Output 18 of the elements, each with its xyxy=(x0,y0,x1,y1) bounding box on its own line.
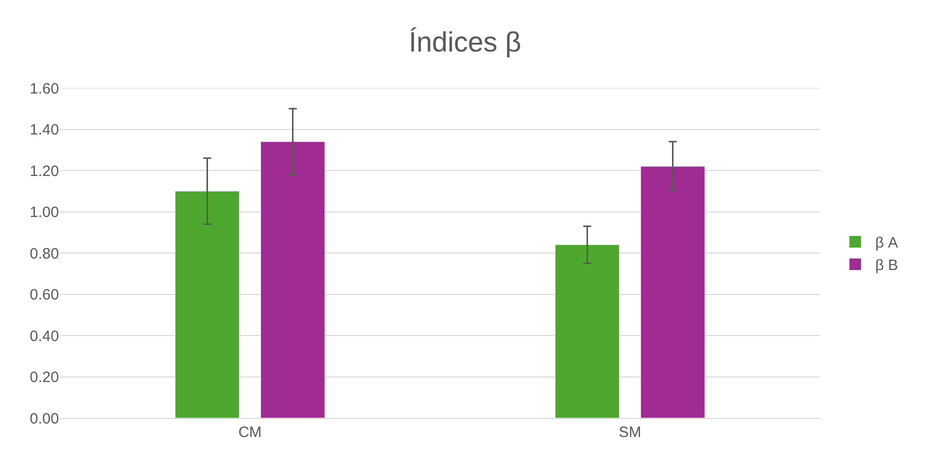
y-tick-label: 1.00 xyxy=(30,204,59,221)
legend-label: β A xyxy=(875,234,898,252)
y-tick-label: 1.60 xyxy=(30,80,59,98)
y-tick-label: 0.60 xyxy=(30,286,59,304)
bar xyxy=(260,141,326,418)
bar xyxy=(174,190,240,418)
y-tick-label: 0.40 xyxy=(30,328,59,345)
y-tick-label: 0.80 xyxy=(30,245,59,262)
y-tick-label: 1.20 xyxy=(30,162,59,180)
x-tick-label: SM xyxy=(618,424,642,441)
y-tick-label: 1.40 xyxy=(30,122,59,138)
x-tick-label: CM xyxy=(238,424,262,441)
bar xyxy=(640,166,706,418)
legend-label: β B xyxy=(875,257,898,274)
y-tick-label: 0.00 xyxy=(30,410,59,428)
bar xyxy=(554,244,620,418)
y-tick-label: 0.20 xyxy=(30,369,59,386)
chart-title: Índices β xyxy=(408,26,522,58)
